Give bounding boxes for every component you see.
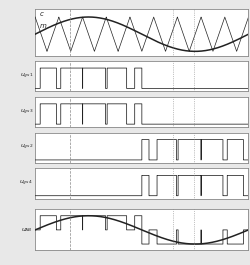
Text: $u_{gs2}$: $u_{gs2}$ — [20, 143, 33, 152]
Text: $u_{gs3}$: $u_{gs3}$ — [20, 107, 33, 117]
Text: $u_{gs1}$: $u_{gs1}$ — [20, 72, 33, 81]
Text: $u_{gs4}$: $u_{gs4}$ — [20, 179, 33, 188]
Text: $u_{AB}$: $u_{AB}$ — [21, 226, 33, 234]
Text: $c$: $c$ — [39, 10, 45, 18]
Text: $m$: $m$ — [39, 22, 48, 30]
